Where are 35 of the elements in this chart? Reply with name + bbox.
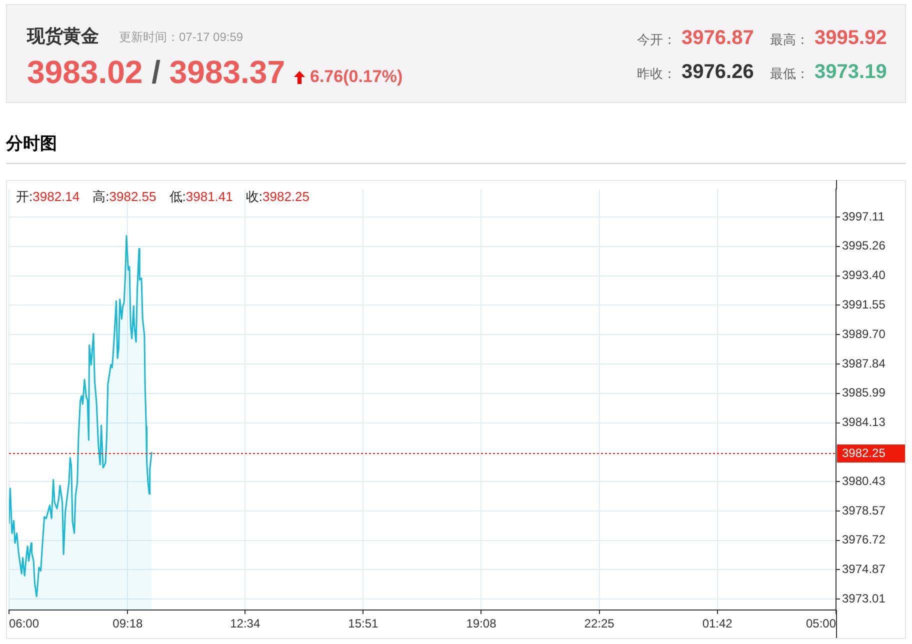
y-tick-label: 3980.43 [842, 474, 886, 488]
y-tick-label: 3985.99 [842, 386, 886, 400]
chart-title: 现货黄金 [27, 25, 99, 47]
annotation: 收:3982.25 [246, 189, 310, 204]
y-tick-label: 3973.01 [842, 592, 886, 606]
y-tick-label: 3976.72 [842, 532, 886, 547]
annotation: 高:3982.55 [92, 189, 156, 204]
y-tick-label: 3974.87 [842, 562, 886, 576]
annotation: 开:3982.14 [16, 189, 80, 204]
x-tick-label: 01:42 [702, 616, 733, 631]
text: 最高： 3995.92 [770, 27, 887, 51]
x-tick-label: 15:51 [348, 616, 379, 631]
ref-line-label: 3982.25 [842, 446, 886, 460]
x-tick-label: 22:25 [584, 616, 615, 631]
text: 昨收： 3976.26 [637, 61, 754, 85]
annotation: 低:3981.41 [169, 189, 233, 204]
chart-subtitle: 更新时间：07-17 09:59 [119, 29, 244, 45]
y-tick-label: 3987.84 [842, 356, 886, 370]
y-tick-label: 3997.11 [842, 209, 885, 224]
text: 3983.02 / 3983.37 [27, 54, 286, 91]
text: 最低： 3973.19 [770, 61, 887, 85]
text: 今开： 3976.87 [637, 27, 754, 51]
y-tick-label: 3984.13 [842, 415, 886, 430]
text: 分时图 [6, 133, 57, 155]
x-tick-label: 09:18 [112, 616, 143, 631]
x-tick-label: 19:08 [466, 616, 497, 631]
x-tick-label: 06:00 [9, 616, 40, 631]
y-tick-label: 3995.26 [842, 238, 886, 253]
y-tick-label: 3991.55 [842, 297, 886, 312]
x-tick-label: 12:34 [230, 616, 260, 631]
text: 6.76(0.17%) [310, 67, 403, 87]
y-tick-label: 3989.70 [842, 326, 886, 341]
y-tick-label: 3993.40 [842, 268, 886, 282]
x-tick-label: 05:00 [806, 616, 836, 631]
y-tick-label: 3978.57 [842, 503, 886, 518]
